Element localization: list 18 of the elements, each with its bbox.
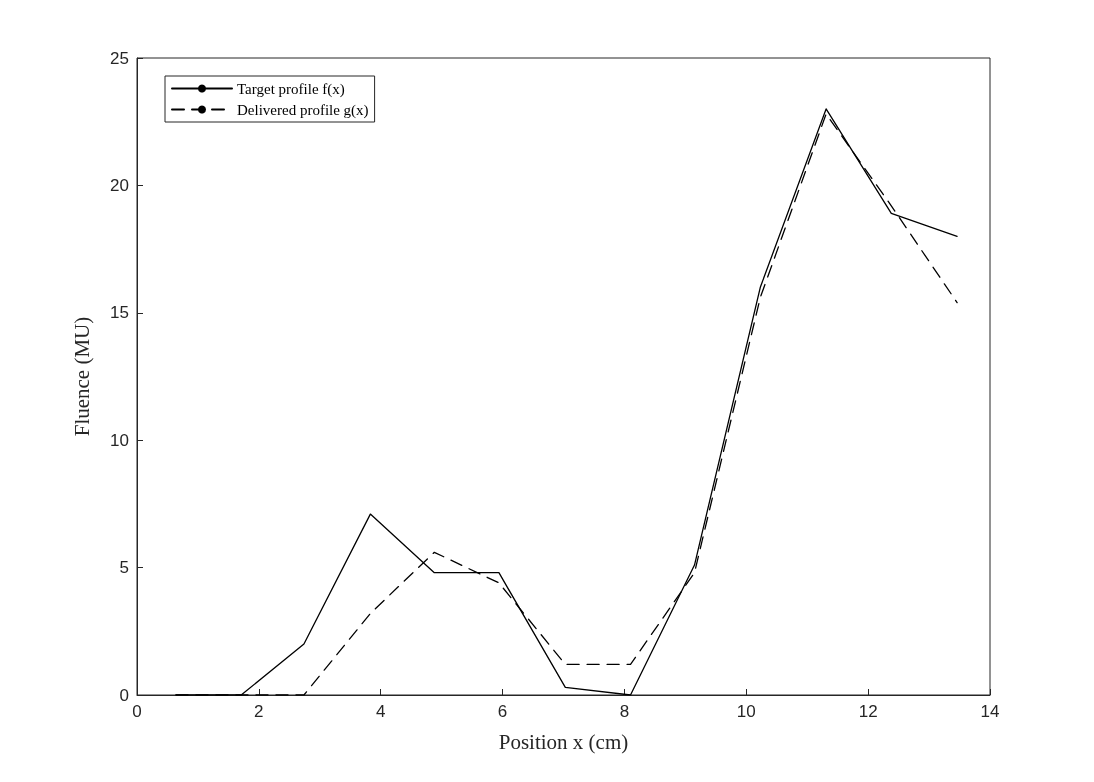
y-tick-label: 15 bbox=[110, 303, 129, 323]
x-tick-label: 6 bbox=[497, 702, 508, 721]
legend-label: Target profile f(x) bbox=[237, 80, 345, 98]
x-tick-label: 0 bbox=[132, 702, 142, 721]
y-axis-title: Fluence (MU) bbox=[69, 316, 94, 437]
x-axis-title: Position x (cm) bbox=[498, 729, 629, 754]
y-tick-label: 10 bbox=[110, 430, 129, 450]
legend-label: Delivered profile g(x) bbox=[237, 101, 369, 119]
x-tick-label: 14 bbox=[980, 702, 1000, 721]
x-tick-label: 4 bbox=[375, 702, 386, 721]
y-tick-label: 20 bbox=[110, 175, 129, 195]
x-tick-label: 10 bbox=[736, 702, 756, 721]
y-tick-label: 0 bbox=[119, 685, 129, 705]
x-tick-label: 2 bbox=[254, 702, 264, 721]
x-tick-label: 12 bbox=[858, 702, 878, 721]
y-tick-label: 5 bbox=[119, 558, 129, 578]
x-tick-label: 8 bbox=[619, 702, 630, 721]
y-tick-label: 25 bbox=[110, 48, 129, 68]
